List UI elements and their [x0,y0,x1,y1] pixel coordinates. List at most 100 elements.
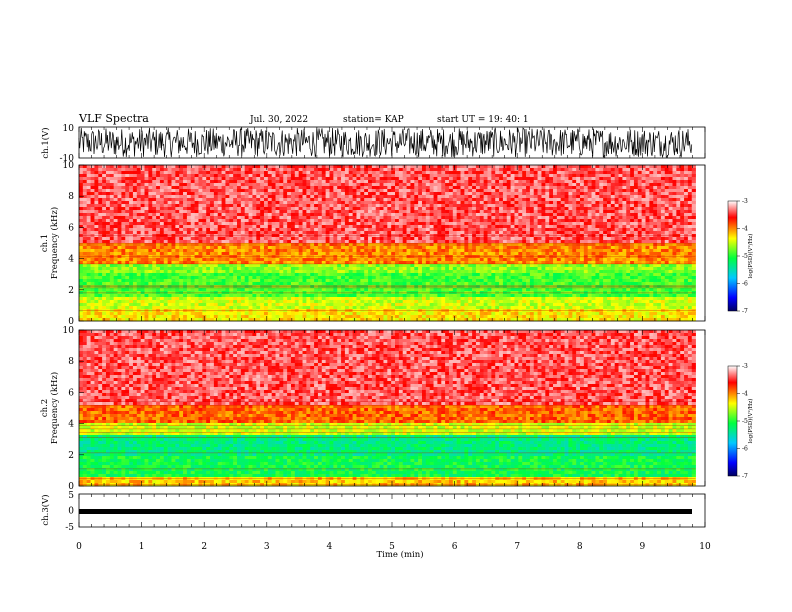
spectrogram-cell [371,180,377,184]
spectrogram-cell [591,180,596,184]
spectrogram-cell [156,219,161,223]
spectrogram-cell [179,171,184,175]
spectrogram-cell [167,222,172,226]
spectrogram-cell [414,201,419,205]
spectrogram-cell [163,231,168,235]
spectrogram-cell [418,231,423,235]
spectrogram-cell [267,240,272,244]
spectrogram-cell [298,204,303,208]
spectrogram-cell [572,183,577,187]
spectrogram-cell [256,231,261,235]
spectrogram-cell [240,183,246,187]
spectrogram-cell [329,168,334,172]
spectrogram-cell [321,213,326,217]
spectrogram-cell [572,195,577,199]
spectrogram-cell [553,195,558,199]
spectrogram-cell [163,228,168,232]
spectrogram-cell [518,180,523,184]
spectrogram-cell [414,180,419,184]
spectrogram-cell [314,183,319,187]
spectrogram-cell [553,240,558,244]
spectrogram-cell [198,189,203,193]
spectrogram-cell [240,189,246,193]
spectrogram-cell [637,219,642,223]
spectrogram-cell [398,237,404,241]
spectrogram-cell [556,249,562,253]
spectrogram-cell [152,207,157,211]
spectrogram-cell [163,210,168,214]
spectrogram-cell [371,231,377,235]
spectrogram-cell [117,210,122,214]
spectrogram-cell [456,189,461,193]
spectrogram-cell [483,243,488,247]
spectrogram-cell [298,243,303,247]
spectrogram-cell [144,192,149,196]
spectrogram-cell [622,171,627,175]
spectrogram-cell [306,240,311,244]
spectrogram-cell [606,207,612,211]
spectrogram-cell [630,177,635,181]
spectrogram-cell [202,243,207,247]
spectrogram-cell [136,198,141,202]
spectrogram-cell [564,195,569,199]
spectrogram-cell [105,201,111,205]
spectrogram-cell [668,171,673,175]
spectrogram-cell [105,213,111,217]
spectrogram-cell [487,252,492,256]
spectrogram-cell [368,243,373,247]
spectrogram-cell [614,180,619,184]
spectrogram-cell [298,186,303,190]
spectrogram-cell [660,249,666,253]
spectrogram-cell [82,165,87,169]
spectrogram-cell [221,195,226,199]
spectrogram-cell [113,237,118,241]
spectrogram-cell [283,168,288,172]
spectrogram-cell [229,183,234,187]
spectrogram-cell [136,228,141,232]
spectrogram-cell [664,231,669,235]
spectrogram-cell [175,168,180,172]
spectrogram-cell [487,201,492,205]
spectrogram-cell [348,231,353,235]
spectrogram-cell [676,228,681,232]
spectrogram-cell [148,249,153,253]
spectrogram-cell [379,195,384,199]
spectrogram-cell [549,201,554,205]
spectrogram-cell [271,180,276,184]
spectrogram-cell [352,243,357,247]
spectrogram-cell [348,198,353,202]
spectrogram-cell [144,168,149,172]
spectrogram-cell [175,189,180,193]
spectrogram-cell [356,183,361,187]
spectrogram-cell [375,213,380,217]
spectrogram-cell [564,225,569,229]
spectrogram-cell [418,252,423,256]
spectrogram-cell [395,249,400,253]
spectrogram-cell [676,213,681,217]
spectrogram-cell [379,174,384,178]
spectrogram-cell [641,204,646,208]
spectrogram-cell [321,195,326,199]
spectrogram-cell [668,180,673,184]
spectrogram-cell [445,177,450,181]
spectrogram-cell [630,207,635,211]
spectrogram-cell [263,171,269,175]
spectrogram-cell [622,177,627,181]
spectrogram-cell [425,231,430,235]
spectrogram-cell [129,249,134,253]
spectrogram-cell [657,198,662,202]
spectrogram-cell [526,189,531,193]
spectrogram-cell [194,246,199,250]
spectrogram-cell [630,204,635,208]
spectrogram-cell [414,165,419,169]
spectrogram-cell [464,213,469,217]
spectrogram-cell [298,228,303,232]
spectrogram-cell [98,243,103,247]
spectrogram-cell [240,201,246,205]
spectrogram-cell [649,225,654,229]
spectrogram-cell [352,177,357,181]
spectrogram-cell [263,210,269,214]
spectrogram-cell [549,240,554,244]
spectrogram-cell [387,168,392,172]
spectrogram-cell [402,201,407,205]
